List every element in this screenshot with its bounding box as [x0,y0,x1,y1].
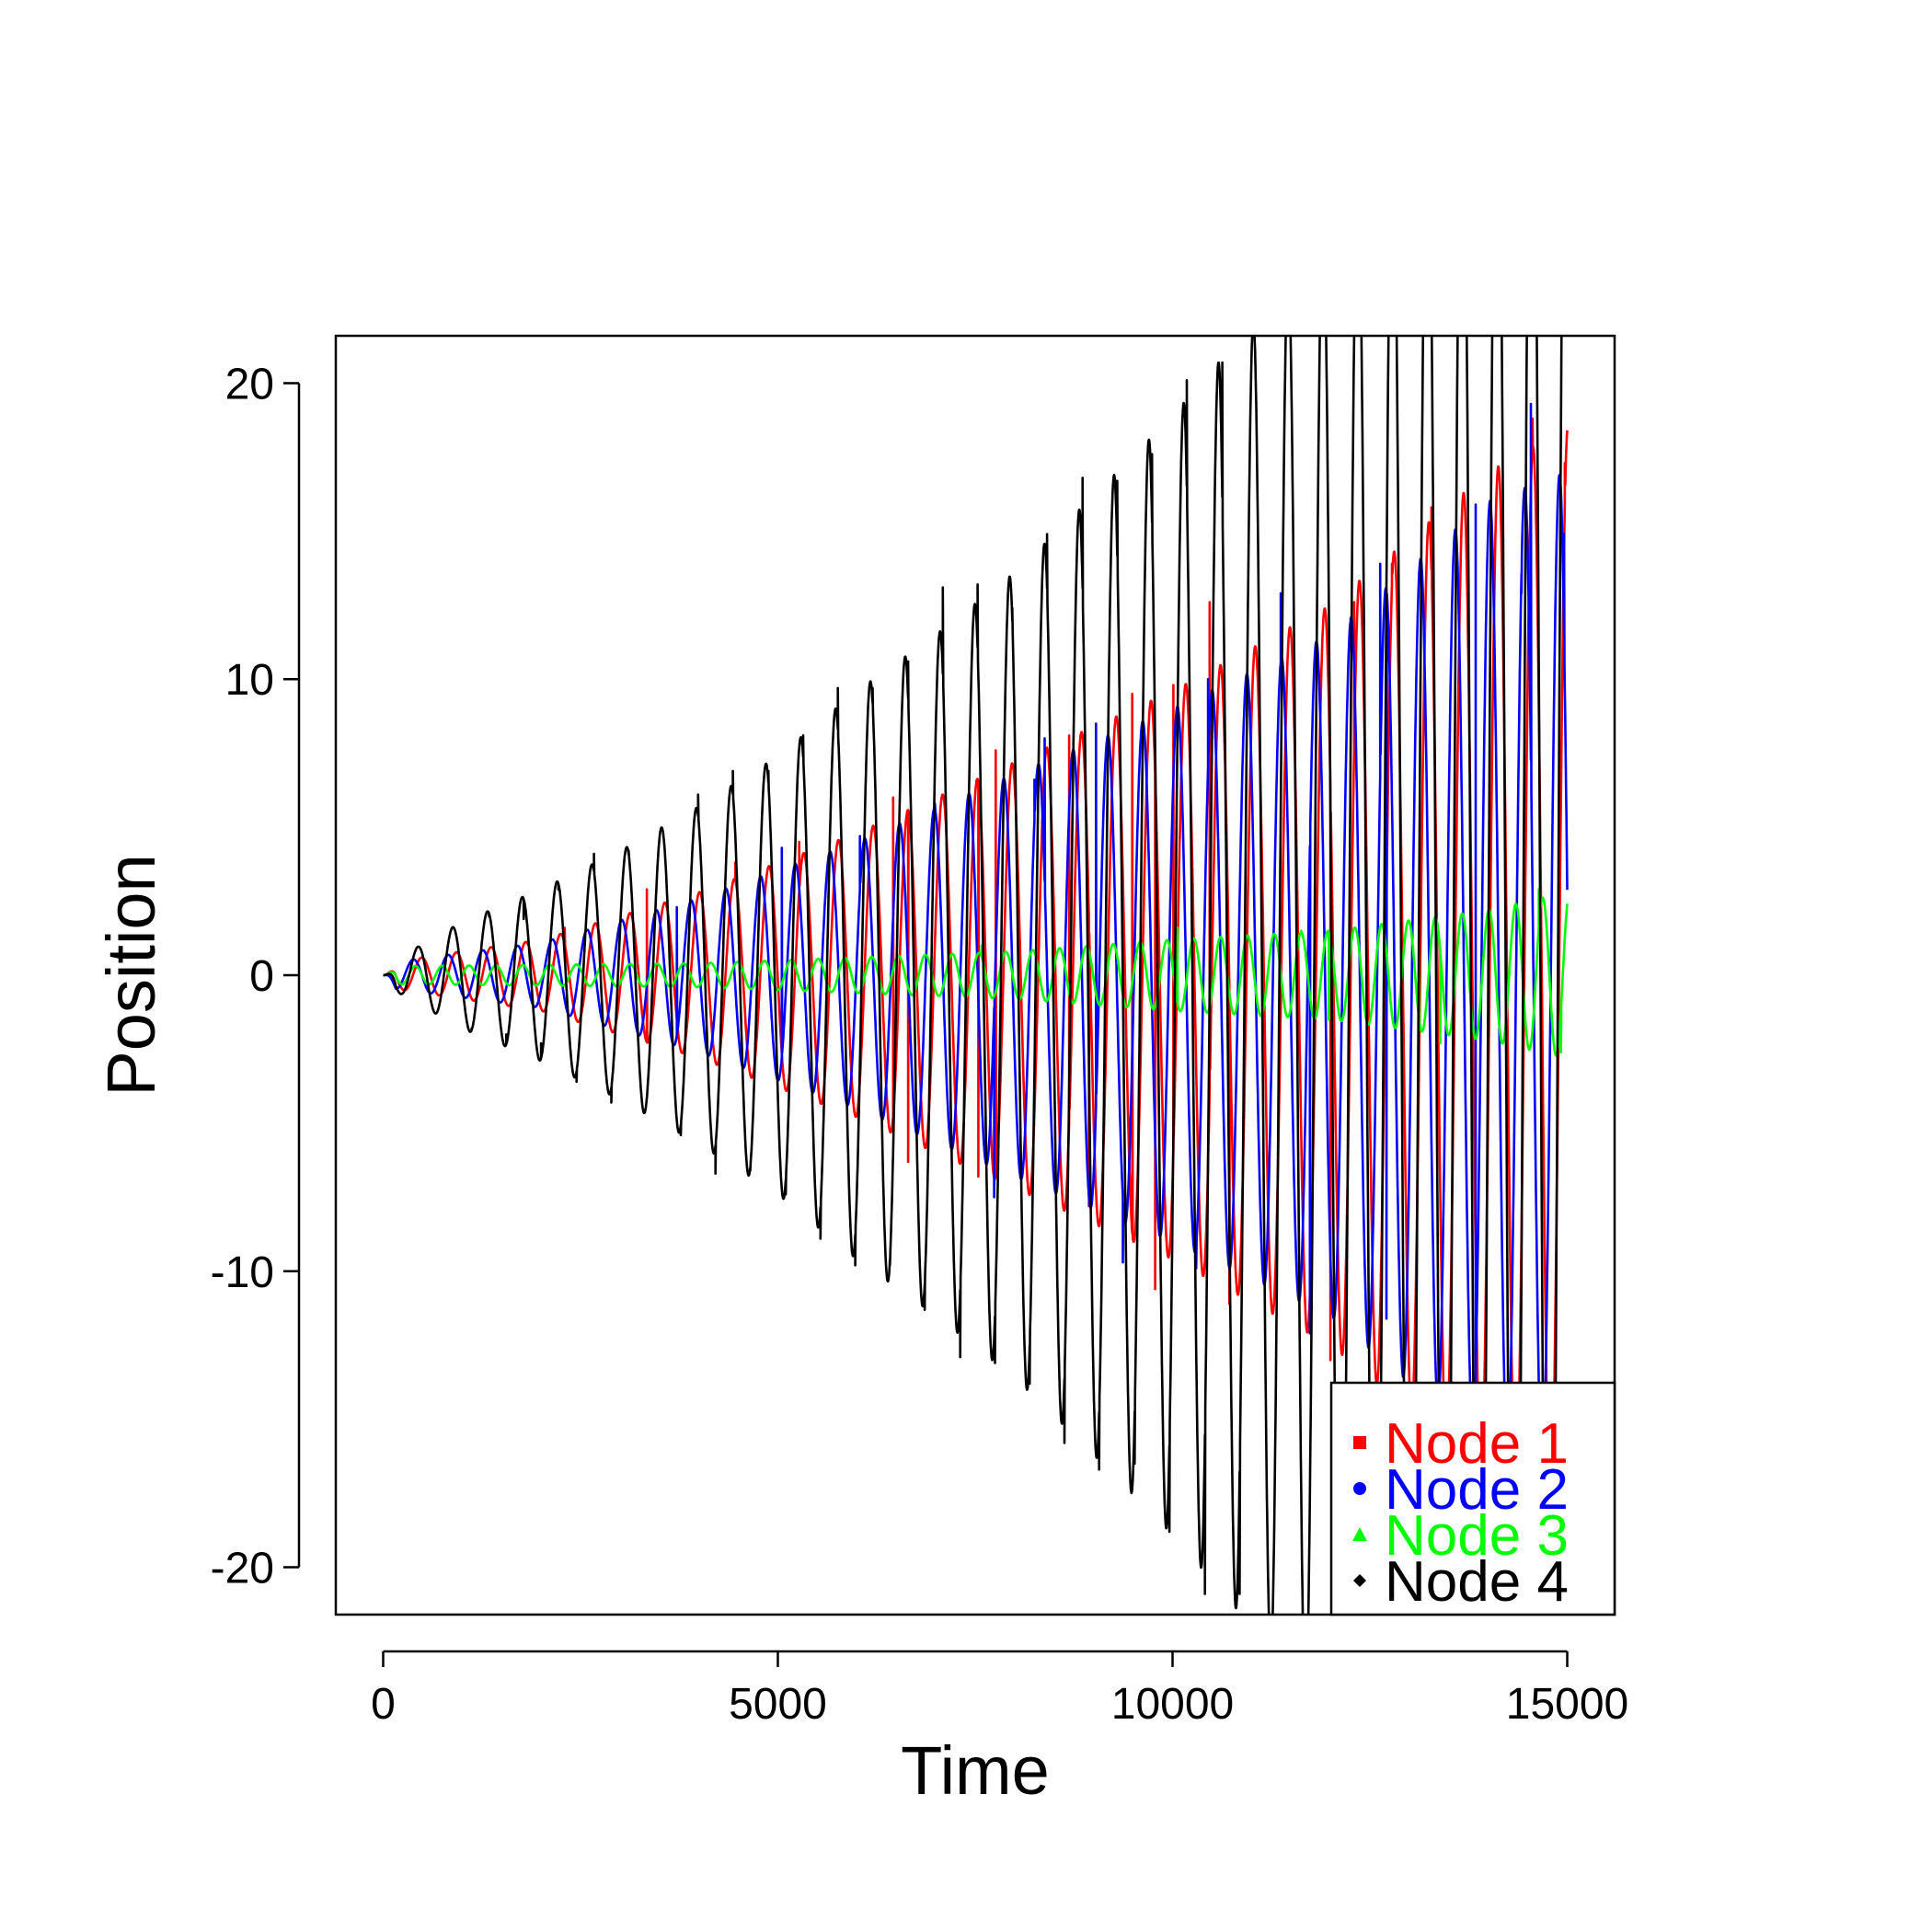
legend-label-node-1: Node 1 [1385,1412,1569,1476]
legend-box [1329,1381,1616,1616]
y-tick-label: -20 [211,1545,274,1593]
series-line-node-4 [382,336,1563,1615]
x-tick-label: 15000 [1506,1680,1628,1729]
y-axis: -20 -10 0 10 20 [211,360,301,1593]
x-axis-title: Time [901,1732,1050,1809]
legend-marker-node-2 [1353,1482,1366,1495]
x-tick-label: 10000 [1111,1680,1234,1729]
legend-marker-node-3 [1352,1527,1367,1541]
x-axis: 0 5000 10000 15000 [371,1650,1628,1729]
legend-label-node-3: Node 3 [1385,1504,1569,1568]
y-axis-title: Position [93,854,169,1096]
series-line-node-3 [382,888,1569,1057]
y-tick-label: 0 [249,952,274,1001]
series-line-node-2 [382,402,1569,1470]
x-tick-label: 0 [371,1680,396,1729]
x-tick-label: 5000 [729,1680,827,1729]
series-layer [382,336,1569,1615]
legend-marker-node-4 [1353,1574,1366,1587]
legend-marker-node-1 [1353,1436,1366,1449]
legend-label-node-2: Node 2 [1385,1458,1569,1522]
plot-frame [334,334,1616,1616]
y-tick-label: -10 [211,1248,274,1297]
legend-label-node-4: Node 4 [1385,1550,1569,1614]
y-tick-label: 20 [225,360,274,408]
y-tick-label: 10 [225,656,274,705]
